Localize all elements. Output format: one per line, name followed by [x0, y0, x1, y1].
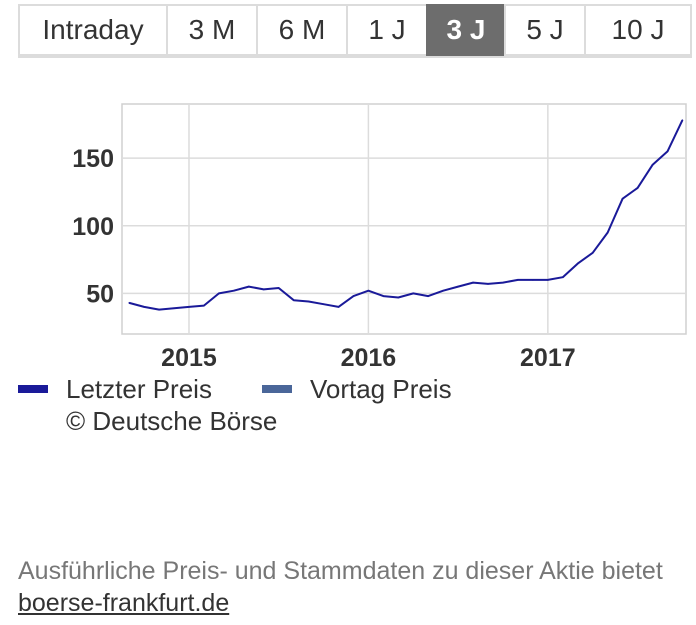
- price-chart-svg: 50 100 150 2015 2016 2017: [72, 103, 687, 372]
- data-point: [651, 164, 654, 166]
- data-point: [636, 187, 639, 189]
- data-point: [681, 119, 684, 121]
- data-point: [562, 276, 564, 278]
- data-point: [128, 302, 130, 304]
- data-point: [262, 288, 265, 291]
- legend-label: Letzter Preis: [66, 373, 212, 404]
- legend-item-vortag-preis: Vortag Preis: [261, 373, 452, 405]
- legend-swatch: [18, 385, 48, 393]
- y-tick-label: 100: [72, 213, 114, 241]
- tab-5j[interactable]: 5 J: [504, 4, 584, 56]
- x-tick-label: 2017: [520, 344, 576, 372]
- data-point: [397, 296, 400, 299]
- tab-3m[interactable]: 3 M: [166, 4, 256, 56]
- footer-description: Ausführliche Preis- und Stammdaten zu di…: [18, 557, 663, 585]
- legend-item-letzter-preis: Letzter Preis: [18, 374, 212, 405]
- data-point: [218, 292, 220, 295]
- tab-6m[interactable]: 6 M: [256, 4, 346, 56]
- data-point: [502, 281, 504, 284]
- copyright-text: © Deutsche Börse: [66, 406, 278, 436]
- data-point: [517, 279, 519, 281]
- data-point: [277, 287, 280, 289]
- data-point: [173, 307, 175, 310]
- data-point: [442, 289, 445, 292]
- data-point: [547, 279, 549, 281]
- data-point: [143, 306, 145, 308]
- data-point: [188, 306, 190, 308]
- data-point: [337, 306, 340, 308]
- x-tick-label: 2015: [161, 344, 217, 372]
- chart-legend: Letzter Preis Vortag Preis © Deutsche Bö…: [18, 372, 678, 437]
- data-point: [307, 300, 310, 303]
- data-point: [248, 285, 250, 288]
- plot-area: [121, 103, 687, 335]
- data-point: [158, 308, 160, 311]
- legend-label: Vortag Preis: [309, 373, 452, 404]
- data-point: [427, 295, 430, 297]
- data-point: [382, 295, 385, 297]
- data-point: [352, 295, 355, 297]
- tab-3j[interactable]: 3 J: [426, 4, 504, 56]
- data-point: [591, 252, 594, 254]
- data-point: [412, 292, 415, 295]
- data-point: [322, 303, 325, 305]
- series-line-0: [128, 119, 684, 311]
- data-point: [233, 289, 235, 292]
- legend-swatch: [261, 385, 292, 393]
- data-point: [666, 150, 669, 153]
- y-tick-label: 150: [72, 145, 114, 173]
- x-tick-label: 2016: [341, 344, 397, 372]
- price-chart: 50 100 150 2015 2016 2017: [0, 90, 696, 380]
- data-point: [532, 279, 534, 281]
- period-tabs: Intraday 3 M 6 M 1 J 3 J 5 J 10 J: [18, 4, 692, 58]
- tab-10j[interactable]: 10 J: [584, 4, 692, 56]
- data-point: [367, 289, 370, 292]
- data-point: [472, 281, 474, 284]
- tab-intraday[interactable]: Intraday: [18, 4, 166, 56]
- data-point: [621, 197, 624, 200]
- data-point: [457, 285, 459, 288]
- boerse-frankfurt-link[interactable]: boerse-frankfurt.de: [18, 589, 230, 617]
- data-point: [487, 283, 489, 285]
- data-point: [292, 299, 295, 301]
- tab-1j[interactable]: 1 J: [346, 4, 426, 56]
- footer-text: Ausführliche Preis- und Stammdaten zu di…: [18, 555, 688, 619]
- data-point: [203, 304, 205, 307]
- data-point: [606, 231, 609, 234]
- data-point: [576, 262, 579, 265]
- y-tick-label: 50: [86, 280, 114, 308]
